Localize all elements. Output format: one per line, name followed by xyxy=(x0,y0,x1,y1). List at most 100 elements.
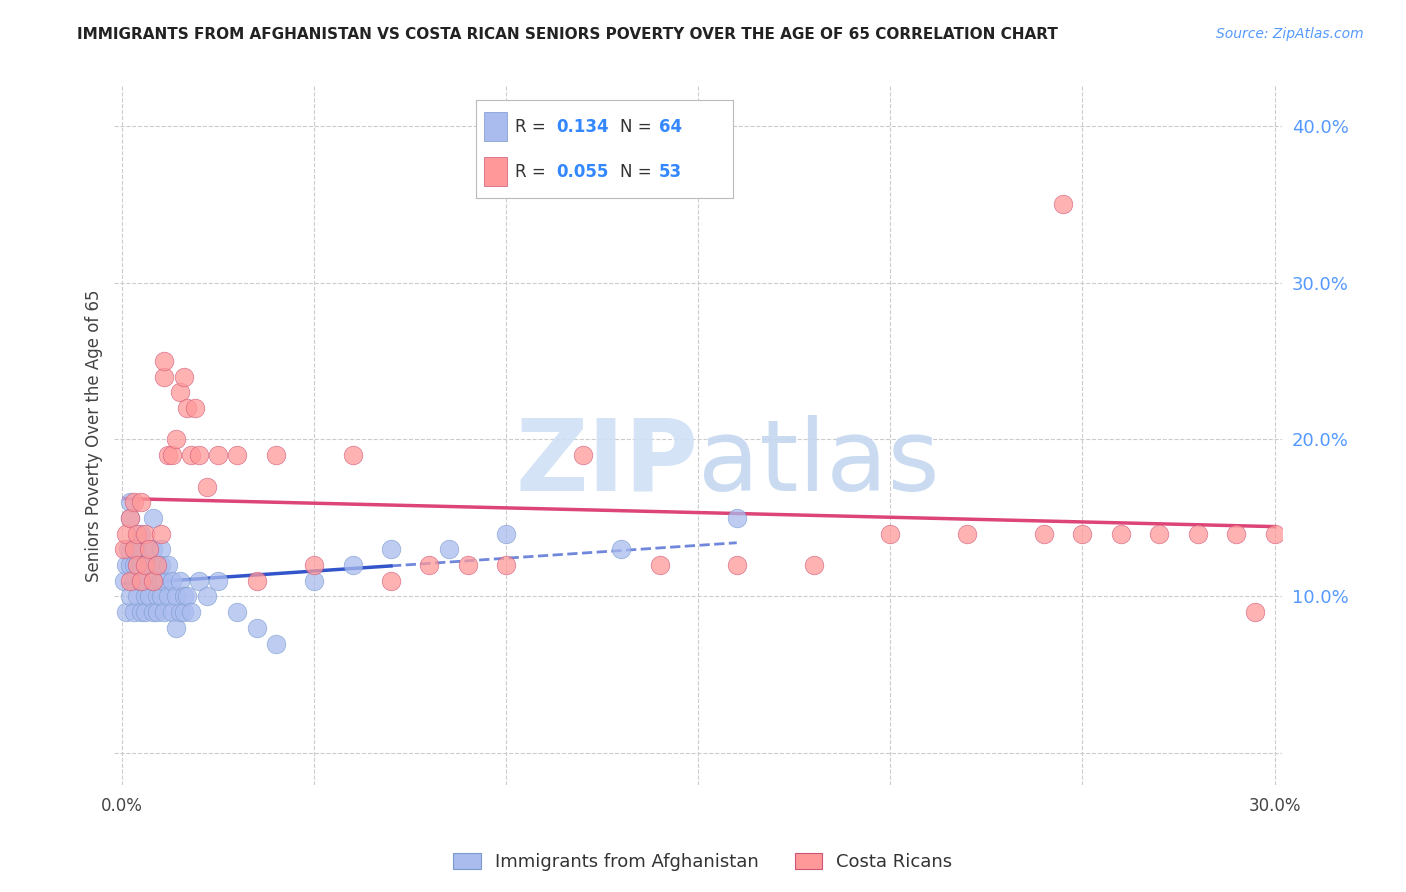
Point xyxy=(115,526,138,541)
Point xyxy=(118,574,141,588)
Point xyxy=(180,448,202,462)
Point xyxy=(134,526,156,541)
Point xyxy=(245,574,267,588)
Point xyxy=(173,369,195,384)
Text: ZIP: ZIP xyxy=(516,415,699,512)
Point xyxy=(127,558,149,572)
Point xyxy=(118,590,141,604)
Point xyxy=(127,590,149,604)
Point xyxy=(1225,526,1247,541)
Point xyxy=(129,558,152,572)
Legend: Immigrants from Afghanistan, Costa Ricans: Immigrants from Afghanistan, Costa Rican… xyxy=(446,846,960,879)
Point xyxy=(122,542,145,557)
Point xyxy=(129,526,152,541)
Point xyxy=(138,558,160,572)
Point xyxy=(118,511,141,525)
Point xyxy=(195,590,218,604)
Point xyxy=(138,542,160,557)
Point xyxy=(207,448,229,462)
Point xyxy=(149,526,172,541)
Point xyxy=(115,558,138,572)
Point xyxy=(157,590,180,604)
Point xyxy=(165,433,187,447)
Point xyxy=(153,354,176,368)
Point xyxy=(138,590,160,604)
Point xyxy=(157,448,180,462)
Point xyxy=(142,511,165,525)
Point xyxy=(173,605,195,619)
Point xyxy=(142,542,165,557)
Point xyxy=(1187,526,1209,541)
Point xyxy=(169,385,191,400)
Point xyxy=(184,401,207,416)
Point xyxy=(129,574,152,588)
Point xyxy=(122,605,145,619)
Point xyxy=(134,605,156,619)
Point xyxy=(195,479,218,493)
Y-axis label: Seniors Poverty Over the Age of 65: Seniors Poverty Over the Age of 65 xyxy=(86,289,103,582)
Point xyxy=(138,542,160,557)
Point xyxy=(134,590,156,604)
Point xyxy=(725,558,748,572)
Point xyxy=(157,558,180,572)
Point xyxy=(127,526,149,541)
Text: Source: ZipAtlas.com: Source: ZipAtlas.com xyxy=(1216,27,1364,41)
Point xyxy=(118,558,141,572)
Point xyxy=(1149,526,1171,541)
Point xyxy=(1033,526,1056,541)
Point xyxy=(803,558,825,572)
Point xyxy=(342,448,364,462)
Point xyxy=(495,526,517,541)
Point xyxy=(145,605,167,619)
Point xyxy=(165,621,187,635)
Point xyxy=(142,574,165,588)
Point xyxy=(264,636,287,650)
Point xyxy=(149,542,172,557)
Point xyxy=(129,574,152,588)
Point xyxy=(160,448,183,462)
Point xyxy=(879,526,901,541)
Point xyxy=(457,558,479,572)
Point xyxy=(1052,197,1074,211)
Point xyxy=(134,558,156,572)
Point xyxy=(176,401,198,416)
Point xyxy=(149,574,172,588)
Point xyxy=(302,558,325,572)
Point xyxy=(149,558,172,572)
Point xyxy=(610,542,633,557)
Point xyxy=(127,558,149,572)
Point xyxy=(165,590,187,604)
Point xyxy=(153,574,176,588)
Point xyxy=(134,574,156,588)
Point xyxy=(149,590,172,604)
Point xyxy=(122,542,145,557)
Point xyxy=(129,605,152,619)
Text: atlas: atlas xyxy=(699,415,941,512)
Point xyxy=(1071,526,1094,541)
Point xyxy=(122,495,145,509)
Point xyxy=(142,574,165,588)
Point xyxy=(153,605,176,619)
Point xyxy=(264,448,287,462)
Point xyxy=(118,511,141,525)
Point xyxy=(127,542,149,557)
Point xyxy=(418,558,440,572)
Point xyxy=(226,605,249,619)
Point xyxy=(145,558,167,572)
Point xyxy=(207,574,229,588)
Point xyxy=(380,574,402,588)
Point xyxy=(572,448,595,462)
Point xyxy=(437,542,460,557)
Point xyxy=(187,574,209,588)
Point xyxy=(226,448,249,462)
Point xyxy=(245,621,267,635)
Point xyxy=(495,558,517,572)
Point xyxy=(145,590,167,604)
Point xyxy=(180,605,202,619)
Point xyxy=(122,558,145,572)
Point xyxy=(117,542,139,557)
Point xyxy=(380,542,402,557)
Point xyxy=(160,605,183,619)
Point xyxy=(173,590,195,604)
Point xyxy=(1244,605,1267,619)
